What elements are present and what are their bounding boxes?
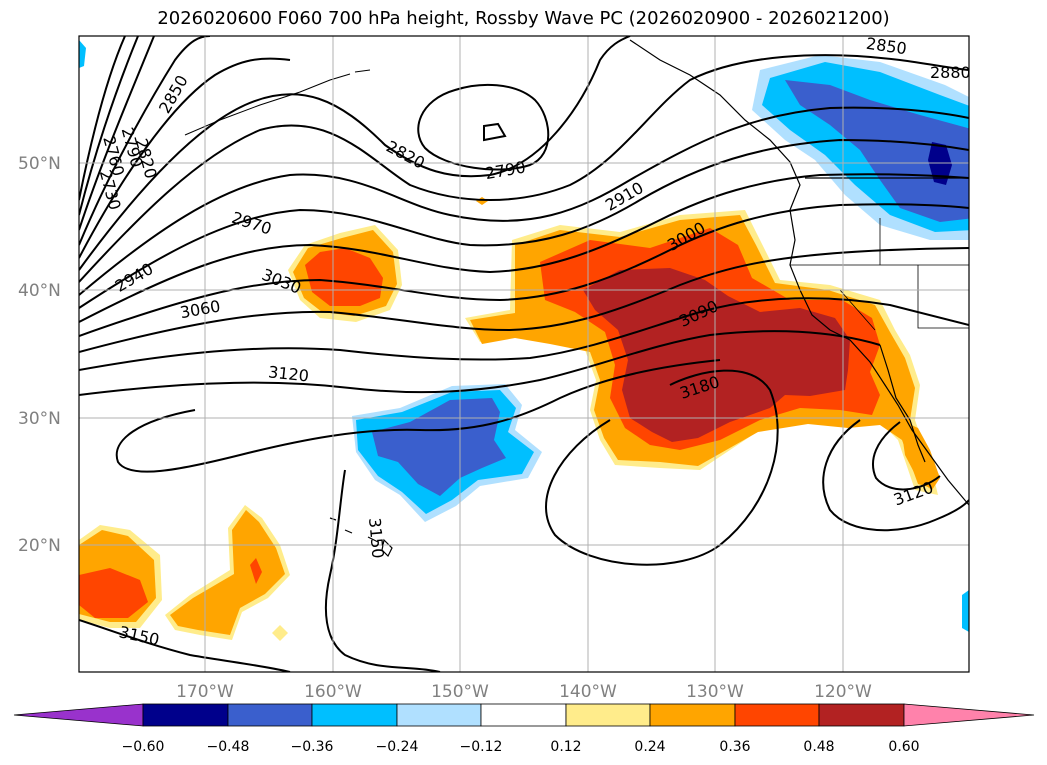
colorbar-segment (227, 703, 313, 727)
colorbar-tick-label: 0.12 (550, 739, 581, 755)
latitude-label: 30°N (18, 409, 61, 429)
colorbar-extend-left (13, 703, 144, 727)
height-contour (79, 173, 969, 323)
colorbar-tick-label: 0.24 (634, 739, 665, 755)
longitude-label: 130°W (686, 682, 744, 702)
colorbar-ticks: −0.60 −0.48 −0.36 −0.24 −0.12 0.12 0.24 … (122, 739, 920, 755)
longitude-label: 170°W (176, 682, 234, 702)
longitude-label: 120°W (814, 682, 872, 702)
positive-anomaly-region (900, 420, 940, 490)
colorbar-segment (734, 703, 820, 727)
baja-peninsula-coastline (879, 344, 926, 463)
height-contour (483, 122, 507, 142)
height-contour (79, 36, 126, 201)
positive-anomaly-region (250, 558, 262, 584)
height-contour (79, 36, 631, 271)
longitude-label: 140°W (559, 682, 617, 702)
colorbar-segment (565, 703, 651, 727)
map-frame (78, 35, 970, 673)
height-contour (872, 421, 941, 491)
contour-label: 3120 (267, 362, 309, 385)
height-contour (79, 54, 969, 283)
contour-label: 2850 (865, 34, 908, 58)
anomaly-shading (79, 40, 969, 641)
height-contour (79, 36, 139, 216)
contour-label: 2880 (930, 63, 971, 82)
positive-anomaly-region (170, 510, 285, 635)
colorbar-tick-label: 0.36 (719, 739, 750, 755)
height-contour (79, 106, 969, 296)
height-contour (324, 469, 441, 672)
gridlines (79, 36, 969, 672)
negative-anomaly-region (785, 80, 969, 222)
colorbar-tick-label: −0.24 (376, 739, 419, 755)
colorbar-segment (396, 703, 482, 727)
colorbar-tick-label: 0.60 (888, 739, 919, 755)
map-title: 2026020600 F060 700 hPa height, Rossby W… (157, 8, 890, 29)
latitude-axis: 50°N 40°N 30°N 20°N (18, 154, 61, 556)
height-contour (79, 619, 291, 672)
positive-anomaly-region (272, 625, 288, 641)
longitude-label: 150°W (431, 682, 489, 702)
map-panel: 2850 2760 2790 2820 2730 2850 2880 2820 … (79, 34, 971, 672)
positive-anomaly-region (583, 268, 850, 442)
contour-label: 3150 (365, 517, 387, 559)
colorbar-segment (142, 703, 229, 727)
latitude-label: 50°N (18, 154, 61, 174)
positive-anomaly-region (305, 248, 383, 306)
colorbar-segment (818, 703, 905, 727)
colorbar-segment (480, 703, 567, 727)
longitude-axis: 170°W 160°W 150°W 140°W 130°W 120°W (176, 682, 872, 702)
height-contour (79, 330, 881, 396)
height-contour (79, 57, 291, 259)
colorbar (13, 703, 1035, 727)
height-contour (79, 36, 211, 246)
latitude-label: 20°N (18, 536, 61, 556)
height-contour (115, 359, 721, 473)
height-contour (79, 247, 969, 353)
colorbar-segment (311, 703, 398, 727)
positive-anomaly-region (79, 568, 148, 618)
negative-anomaly-region (79, 40, 86, 68)
colorbar-segment (649, 703, 736, 727)
height-contours (79, 36, 969, 672)
colorbar-tick-label: −0.60 (122, 739, 165, 755)
colorbar-tick-label: 0.48 (803, 739, 834, 755)
longitude-label: 160°W (304, 682, 362, 702)
colorbar-tick-label: −0.48 (207, 739, 250, 755)
colorbar-tick-label: −0.36 (291, 739, 334, 755)
height-contour (79, 138, 969, 309)
state-borders (790, 218, 969, 331)
height-contour (79, 203, 969, 337)
negative-anomaly-region (962, 590, 969, 632)
colorbar-tick-label: −0.12 (460, 739, 503, 755)
height-contour (822, 419, 969, 532)
height-contour (79, 36, 155, 231)
latitude-label: 40°N (18, 281, 61, 301)
negative-anomaly-region (372, 398, 506, 496)
colorbar-extend-right (903, 703, 1035, 727)
height-contour (417, 83, 550, 171)
height-contour (79, 297, 969, 371)
